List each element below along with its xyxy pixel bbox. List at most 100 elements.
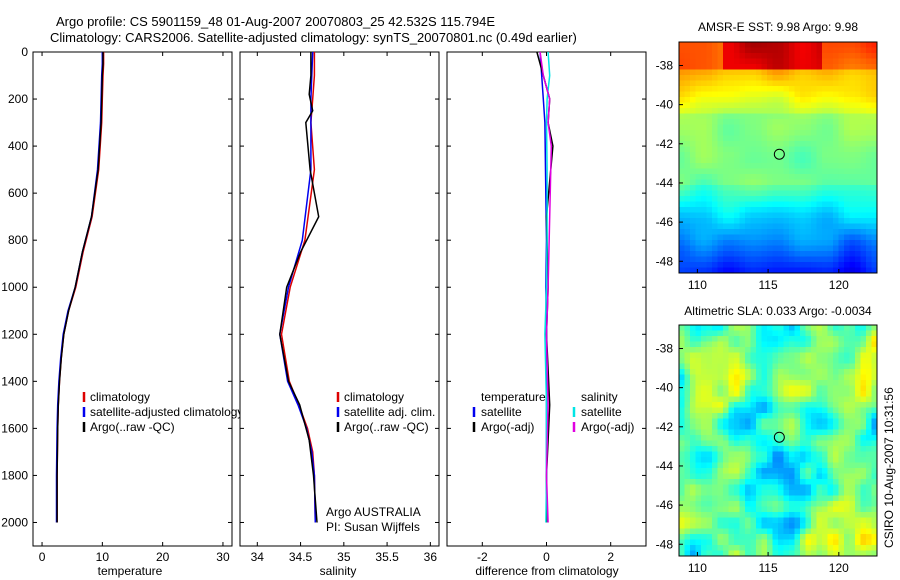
map-cell <box>860 113 867 120</box>
map-cell <box>844 545 851 552</box>
map-cell <box>816 396 823 403</box>
map-cell <box>816 168 823 175</box>
map-cell <box>706 347 713 354</box>
map-cell <box>778 484 785 491</box>
map-cell <box>750 479 757 486</box>
map-cell <box>690 135 697 142</box>
map-cell <box>849 550 856 556</box>
map-cell <box>822 479 829 486</box>
map-cell <box>783 256 790 263</box>
map-cell <box>849 251 856 258</box>
map-cell <box>695 163 702 170</box>
map-cell <box>679 539 686 546</box>
map-cell <box>855 330 862 337</box>
map-cell <box>739 113 746 120</box>
map-cell <box>701 53 708 60</box>
map-cell <box>723 523 730 530</box>
map-cell <box>822 234 829 241</box>
map-cell <box>838 352 845 359</box>
map-cell <box>695 119 702 126</box>
map-cell <box>761 545 768 552</box>
map-cell <box>844 512 851 519</box>
map-cell <box>723 196 730 203</box>
map-cell <box>860 218 867 225</box>
map-cell <box>679 47 686 54</box>
map-cell <box>838 69 845 76</box>
map-cell <box>789 58 796 65</box>
map-cell <box>778 468 785 475</box>
map-cell <box>783 146 790 153</box>
map-cell <box>849 163 856 170</box>
map-cell <box>734 196 741 203</box>
map-cell <box>684 97 691 104</box>
map-cell <box>684 168 691 175</box>
map-cell <box>690 550 697 556</box>
map-cell <box>717 58 724 65</box>
map-cell <box>833 157 840 164</box>
map-cell <box>695 146 702 153</box>
map-cell <box>838 490 845 497</box>
map-cell <box>827 512 834 519</box>
map-cell <box>794 262 801 269</box>
map-cell <box>712 108 719 115</box>
map-cell <box>860 385 867 392</box>
map-cell <box>827 196 834 203</box>
map-cell <box>827 495 834 502</box>
map-cell <box>695 424 702 431</box>
map-cell <box>844 506 851 513</box>
map-cell <box>734 451 741 458</box>
map-cell <box>728 80 735 87</box>
map-cell <box>783 251 790 258</box>
map-cell <box>690 267 697 273</box>
map-cell <box>822 413 829 420</box>
map-cell <box>855 97 862 104</box>
map-cell <box>866 256 873 263</box>
map-cell <box>701 86 708 93</box>
map-cell <box>761 484 768 491</box>
map-cell <box>800 424 807 431</box>
map-cell <box>750 341 757 348</box>
map-cell <box>838 86 845 93</box>
map-cell <box>756 130 763 137</box>
map-cell <box>728 130 735 137</box>
map-cell <box>816 245 823 252</box>
map-cell <box>866 369 873 376</box>
map-cell <box>789 212 796 219</box>
map-cell <box>690 146 697 153</box>
map-cell <box>805 141 812 148</box>
map-cell <box>679 152 686 159</box>
map-cell <box>789 251 796 258</box>
map-cell <box>728 495 735 502</box>
map-cell <box>734 391 741 398</box>
map-cell <box>871 440 877 447</box>
map-cell <box>805 407 812 414</box>
map-cell <box>772 424 779 431</box>
map-cell <box>690 42 697 49</box>
map-cell <box>783 130 790 137</box>
map-cell <box>805 69 812 76</box>
map-cell <box>712 80 719 87</box>
map-cell <box>789 163 796 170</box>
map-cell <box>706 358 713 365</box>
map-cell <box>717 440 724 447</box>
map-cell <box>734 347 741 354</box>
map-cell <box>778 212 785 219</box>
map-cell <box>750 91 757 98</box>
map-cell <box>778 435 785 442</box>
map-cell <box>811 262 818 269</box>
map-cell <box>833 174 840 181</box>
map-cell <box>855 479 862 486</box>
map-cell <box>772 374 779 381</box>
map-cell <box>811 47 818 54</box>
map-cell <box>767 418 774 425</box>
map-cell <box>871 523 877 530</box>
map-cell <box>805 352 812 359</box>
map-cell <box>745 363 752 370</box>
map-cell <box>805 429 812 436</box>
map-cell <box>866 545 873 552</box>
map-cell <box>855 190 862 197</box>
map-cell <box>723 113 730 120</box>
map-cell <box>690 429 697 436</box>
map-cell <box>734 539 741 546</box>
map-cell <box>849 451 856 458</box>
